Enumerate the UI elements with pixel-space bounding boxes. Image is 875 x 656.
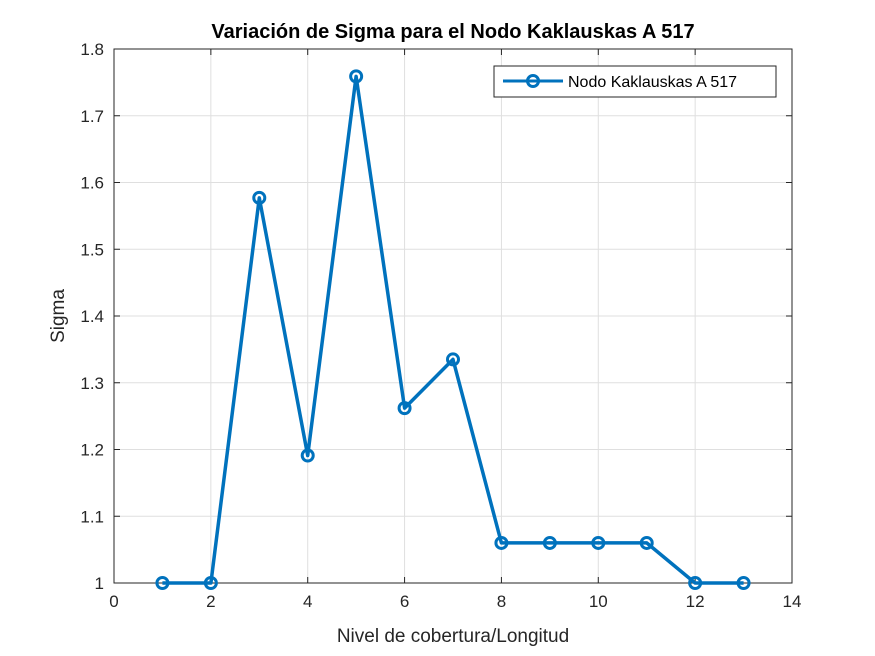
y-tick-label: 1.1 [80,507,104,526]
x-tick-label: 0 [109,592,118,611]
data-point [446,352,460,367]
y-axis-label: Sigma [48,289,69,343]
y-tick-label: 1.7 [80,107,104,126]
data-point [494,535,509,550]
x-tick-label: 4 [303,592,312,611]
y-tick-label: 1.5 [80,240,104,259]
y-tick-label: 1.4 [80,307,104,326]
chart-title: Variación de Sigma para el Nodo Kaklausk… [211,21,694,43]
data-point [252,190,267,205]
x-tick-label: 6 [400,592,409,611]
data-point [688,576,703,590]
data-point [591,535,606,550]
y-tick-label: 1.6 [80,174,104,193]
series-layer [155,69,751,590]
data-point [300,448,315,463]
x-tick-label: 2 [206,592,215,611]
x-tick-label: 10 [589,592,608,611]
y-tick-label: 1 [95,574,104,593]
y-tick-label: 1.3 [80,374,104,393]
y-tick-label: 1.2 [80,441,104,460]
data-point [542,535,557,550]
series-line [162,74,744,585]
legend-marker-sample [526,74,540,88]
legend: Nodo Kaklauskas A 517 [493,65,777,98]
data-point [736,576,751,590]
data-point [397,401,412,416]
x-tick-label: 14 [783,592,802,611]
y-tick-label: 1.8 [80,40,104,59]
legend-entry-label: Nodo Kaklauskas A 517 [568,74,737,91]
x-axis-label: Nivel de cobertura/Longitud [337,626,569,647]
data-point [155,576,170,590]
data-point [639,535,654,550]
x-tick-label: 8 [497,592,506,611]
x-tick-label: 12 [686,592,705,611]
axis-ticks: 0 2 4 6 8 10 12 14 1 1.1 1.2 1.3 1.4 1.5 1.6 1.7 1.8 [80,40,801,611]
data-point [349,69,364,84]
data-point [203,576,218,590]
